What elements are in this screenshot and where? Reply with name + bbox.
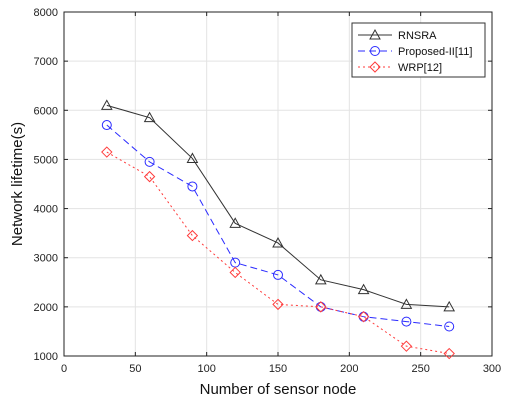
x-tick-label: 0 xyxy=(61,363,67,375)
data-point xyxy=(401,316,412,327)
y-axis-title: Network lifetime(s) xyxy=(9,122,26,246)
x-axis-title: Number of sensor node xyxy=(200,381,357,398)
data-point xyxy=(272,236,284,248)
x-tick-label: 100 xyxy=(197,363,215,375)
legend-marker xyxy=(369,28,381,40)
data-point xyxy=(400,340,413,352)
data-point xyxy=(357,310,370,323)
y-tick-label: 7000 xyxy=(34,56,58,68)
y-tick-label: 6000 xyxy=(34,105,58,117)
x-tick-label: 300 xyxy=(483,363,501,375)
data-point xyxy=(444,321,455,332)
y-tick-label: 1000 xyxy=(34,351,58,363)
data-point xyxy=(101,146,113,158)
legend-label: WRP[12] xyxy=(398,62,442,74)
data-point xyxy=(143,111,156,123)
y-tick-label: 2000 xyxy=(34,302,58,314)
data-point xyxy=(101,120,112,131)
series-line xyxy=(106,104,450,308)
data-point xyxy=(315,301,327,313)
x-tick-label: 150 xyxy=(269,363,287,375)
data-point xyxy=(143,170,156,183)
x-tick-label: 250 xyxy=(411,363,429,375)
y-tick-label: 8000 xyxy=(34,7,58,19)
series-line xyxy=(106,124,450,328)
x-tick-label: 50 xyxy=(129,363,141,375)
legend: RNSRA Proposed-II[11] WRP[12] xyxy=(351,22,486,78)
data-point xyxy=(187,181,198,192)
series-0 xyxy=(100,99,456,312)
data-point xyxy=(273,269,283,280)
data-point xyxy=(186,152,199,163)
data-point xyxy=(400,298,413,309)
data-point xyxy=(229,266,241,279)
legend-marker xyxy=(370,46,380,56)
y-tick-label: 5000 xyxy=(34,154,58,166)
y-tick-label: 4000 xyxy=(34,204,58,216)
data-point xyxy=(100,99,113,110)
data-point xyxy=(229,217,242,228)
data-point xyxy=(272,298,284,311)
data-point xyxy=(443,347,455,360)
x-tick-label: 200 xyxy=(340,363,358,375)
legend-marker xyxy=(369,61,381,73)
data-point xyxy=(443,300,456,312)
data-point xyxy=(314,273,327,285)
data-point xyxy=(144,156,155,167)
legend-label: Proposed-II[11] xyxy=(398,46,472,58)
y-tick-label: 3000 xyxy=(34,253,58,265)
data-point xyxy=(357,283,370,295)
data-point xyxy=(186,229,199,242)
grid-lines xyxy=(64,12,492,356)
legend-label: RNSRA xyxy=(398,30,437,42)
series-2 xyxy=(101,146,455,360)
axis-ticks: 0 50 100 150 200 250 300 1000 2000 3000 4000 5000 60… xyxy=(34,7,502,375)
series-layer xyxy=(100,99,456,360)
